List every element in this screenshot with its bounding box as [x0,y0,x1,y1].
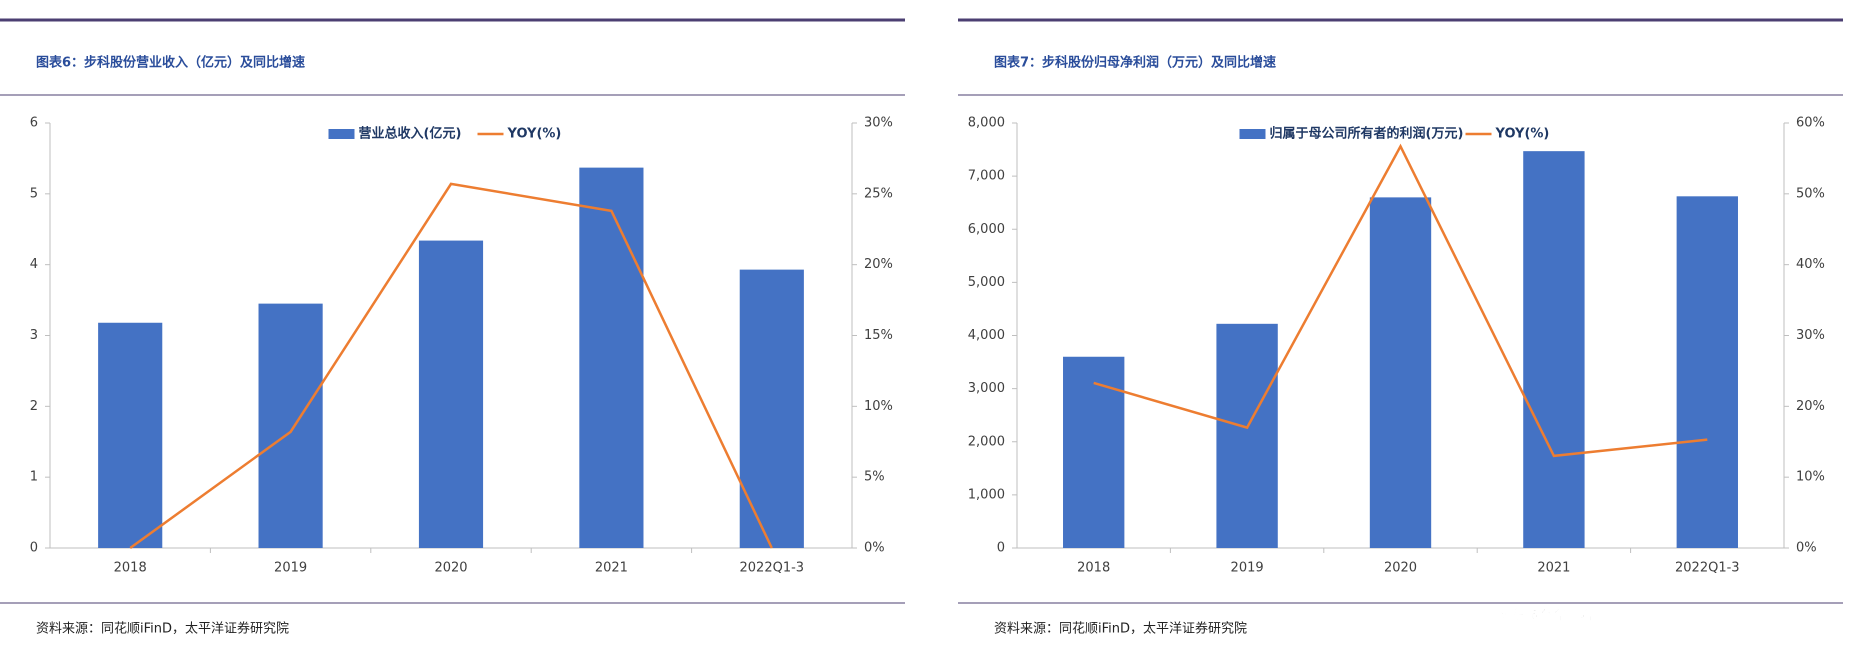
y2-tick-label: 0% [864,541,885,556]
y-tick-label: 0 [30,541,38,556]
x-tick-label: 2018 [1077,561,1110,576]
y-tick-label: 3 [30,328,38,343]
x-tick-label: 2022Q1-3 [1675,561,1740,576]
y-tick-label: 5,000 [968,275,1005,290]
x-tick-label: 2019 [1231,561,1264,576]
bar [258,303,323,548]
y-tick-label: 1,000 [968,487,1005,502]
y-tick-label: 0 [997,541,1005,556]
y2-tick-label: 30% [1796,328,1825,343]
y-tick-label: 6 [30,116,38,131]
y-tick-label: 2,000 [968,434,1005,449]
legend-label: 归属于母公司所有者的利润(万元) [1270,126,1464,142]
y2-tick-label: 20% [1796,399,1825,414]
y2-tick-label: 40% [1796,257,1825,272]
chart-panel: 图表6：步科股份营业收入（亿元）及同比增速资料来源：同花顺iFinD，太平洋证券… [0,18,905,637]
x-tick-label: 2019 [274,561,307,576]
bar [98,322,163,548]
bar [418,240,484,549]
legend-label: 营业总收入(亿元) [359,126,462,142]
y-tick-label: 3,000 [968,381,1005,396]
x-tick-label: 2018 [114,561,147,576]
y-tick-label: 4,000 [968,328,1005,343]
y-tick-label: 1 [30,470,38,485]
y-tick-label: 6,000 [968,222,1005,237]
legend-swatch [1239,129,1266,139]
y2-tick-label: 5% [864,470,885,485]
y2-tick-label: 0% [1796,541,1817,556]
legend-label: YOY(%) [507,127,562,142]
chart-panel: 图表7：步科股份归母净利润（万元）及同比增速资料来源：同花顺iFinD，太平洋证… [958,18,1843,637]
bar [739,269,804,548]
y-tick-label: 8,000 [968,116,1005,131]
y2-tick-label: 10% [1796,470,1825,485]
x-tick-label: 2022Q1-3 [740,561,805,576]
source-note: 资料来源：同花顺iFinD，太平洋证券研究院 [36,621,289,637]
line-series [1093,143,1708,458]
x-tick-label: 2021 [595,561,628,576]
y-tick-label: 4 [30,257,38,272]
y2-tick-label: 60% [1796,116,1825,131]
y2-tick-label: 50% [1796,186,1825,201]
y2-tick-label: 25% [864,186,893,201]
bar [1063,356,1125,548]
bar [579,167,644,548]
y2-tick-label: 30% [864,116,893,131]
y-tick-label: 7,000 [968,169,1005,184]
bar [1676,196,1738,548]
bar [1523,151,1585,548]
chart-title: 图表6：步科股份营业收入（亿元）及同比增速 [36,55,305,71]
bar [1216,323,1278,548]
legend-swatch [328,129,355,139]
y-tick-label: 2 [30,399,38,414]
x-tick-label: 2020 [434,561,467,576]
legend-label: YOY(%) [1495,127,1550,142]
y-tick-label: 5 [30,186,38,201]
watermark: 头条 @岱华智君 [1498,608,1593,624]
y2-tick-label: 15% [864,328,893,343]
source-note: 资料来源：同花顺iFinD，太平洋证券研究院 [994,621,1247,637]
bar [1369,197,1432,548]
y2-tick-label: 20% [864,257,893,272]
x-tick-label: 2020 [1384,561,1417,576]
x-tick-label: 2021 [1537,561,1570,576]
y2-tick-label: 10% [864,399,893,414]
chart-title: 图表7：步科股份归母净利润（万元）及同比增速 [994,55,1276,71]
line-series [129,182,773,550]
